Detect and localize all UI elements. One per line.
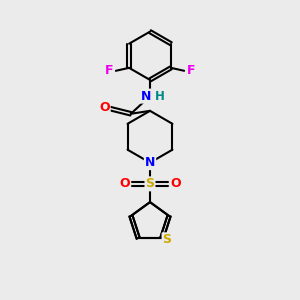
Text: N: N	[145, 156, 155, 169]
Text: F: F	[186, 64, 195, 77]
Text: F: F	[105, 64, 114, 77]
Text: N: N	[140, 90, 151, 103]
Text: O: O	[119, 177, 130, 190]
Text: S: S	[163, 233, 172, 246]
Text: S: S	[146, 177, 154, 190]
Text: O: O	[170, 177, 181, 190]
Text: O: O	[99, 100, 110, 113]
Text: H: H	[155, 90, 165, 103]
